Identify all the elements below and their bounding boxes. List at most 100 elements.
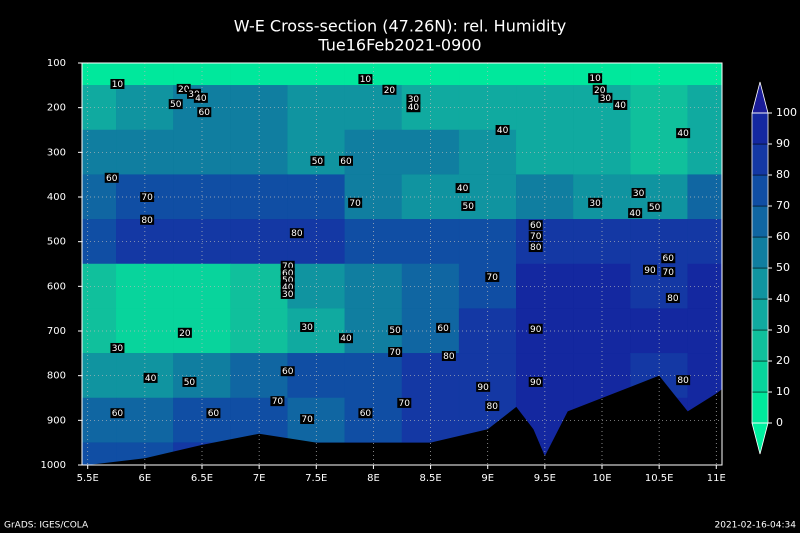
- contour-label-box: [397, 397, 412, 408]
- contour-label-box: [280, 275, 295, 286]
- colorbar-label: 50: [776, 261, 790, 274]
- field-cell: [687, 353, 723, 399]
- contour-label: 30: [633, 189, 645, 199]
- field-cell: [116, 219, 174, 265]
- contour-label-box: [476, 381, 491, 392]
- contour-label: 50: [282, 276, 294, 286]
- field-cell: [81, 397, 117, 443]
- contour-label-box: [436, 322, 451, 333]
- field-cell: [344, 263, 403, 309]
- contour-label-box: [406, 94, 421, 105]
- colorbar-band: [751, 205, 769, 238]
- contour-label: 70: [301, 415, 313, 425]
- contour-label-box: [388, 325, 403, 336]
- contour-label: 60: [282, 367, 294, 377]
- colorbar-label: 80: [776, 168, 790, 181]
- contour-label: 40: [677, 129, 689, 139]
- field-cell: [687, 308, 723, 354]
- contour-label-box: [280, 260, 295, 271]
- contour-label: 20: [594, 86, 606, 96]
- contour-label-box: [388, 346, 403, 357]
- contour-label: 30: [600, 94, 612, 104]
- contour-label: 30: [282, 290, 294, 300]
- contour-label: 20: [179, 329, 191, 339]
- contour-label-box: [358, 408, 373, 419]
- x-tick-label: 5.5E: [77, 473, 99, 484]
- contour-label-box: [358, 74, 373, 85]
- colorbar-band: [751, 236, 769, 269]
- y-tick-label: 1000: [41, 460, 66, 471]
- field-cell: [173, 62, 231, 86]
- contour-label: 60: [208, 409, 220, 419]
- x-tick-label: 11E: [707, 473, 726, 484]
- colorbar-band: [751, 267, 769, 300]
- contour-label: 80: [667, 294, 679, 304]
- contour-label-box: [461, 200, 476, 211]
- contour-label-box: [182, 376, 197, 387]
- contour-label: 90: [477, 383, 489, 393]
- contour-label-box: [647, 201, 662, 212]
- y-tick-label: 100: [47, 58, 66, 69]
- contour-label: 50: [463, 202, 475, 212]
- contour-label: 80: [141, 216, 153, 226]
- contour-label-box: [280, 267, 295, 278]
- contour-label: 10: [360, 75, 372, 85]
- contour-label-box: [406, 102, 421, 113]
- field-cell: [344, 62, 403, 86]
- contour-label-box: [613, 99, 628, 110]
- contour-label-box: [270, 396, 285, 407]
- contour-label: 60: [340, 157, 352, 167]
- contour-label: 90: [530, 378, 542, 388]
- contour-label: 80: [530, 243, 542, 253]
- contour-label-box: [140, 214, 155, 225]
- field-cell: [230, 263, 288, 309]
- contour-label: 50: [649, 203, 661, 213]
- field-cell: [81, 219, 117, 265]
- colorbar-label: 20: [776, 354, 790, 367]
- contour-label: 20: [384, 86, 396, 96]
- contour-label-box: [310, 155, 325, 166]
- contour-label: 70: [399, 399, 411, 409]
- y-tick-label: 200: [47, 103, 66, 114]
- contour-label-box: [110, 408, 125, 419]
- contour-label-box: [339, 155, 353, 166]
- field-cell: [516, 263, 574, 309]
- contour-label: 40: [497, 126, 509, 136]
- colorbar-label: 10: [776, 385, 790, 398]
- contour-label-box: [631, 187, 646, 198]
- colorbar-label: 70: [776, 199, 790, 212]
- x-tick-label: 10.5E: [645, 473, 674, 484]
- y-tick-label: 600: [47, 281, 66, 292]
- contour-label-box: [628, 208, 643, 219]
- field-cell: [81, 129, 117, 175]
- contour-label-box: [300, 413, 315, 424]
- x-tick-label: 10E: [592, 473, 611, 484]
- contour-label-box: [197, 107, 212, 118]
- x-tick-label: 8.5E: [419, 473, 441, 484]
- contour-label-box: [348, 197, 363, 208]
- contour-label-box: [110, 342, 125, 353]
- contour-label-box: [528, 242, 543, 253]
- contour-label-box: [441, 351, 456, 362]
- contour-label: 40: [457, 184, 469, 194]
- field-cell: [516, 62, 574, 86]
- field-cell: [687, 129, 723, 175]
- contour-label-box: [676, 375, 691, 386]
- colorbar-label: 90: [776, 137, 790, 150]
- contour-label-box: [280, 281, 295, 292]
- colorbar-band: [751, 329, 769, 362]
- field-cell: [630, 219, 688, 265]
- contour-label-box: [176, 83, 191, 94]
- contour-label: 40: [340, 334, 352, 344]
- terrain: [82, 375, 722, 465]
- contour-label: 70: [282, 262, 294, 272]
- contour-label: 90: [530, 325, 542, 335]
- field-cell: [516, 219, 574, 265]
- contour-label-box: [528, 376, 543, 387]
- x-tick-label: 9.5E: [534, 473, 556, 484]
- contour-label-box: [455, 183, 470, 194]
- contour-label: 70: [389, 348, 401, 358]
- field-cell: [687, 263, 723, 309]
